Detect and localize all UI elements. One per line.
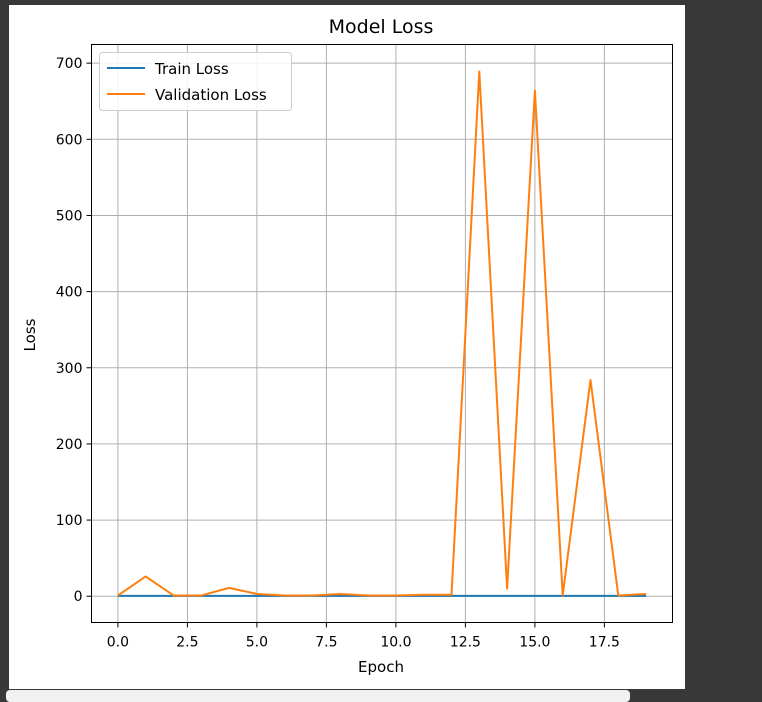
- chart-figure: Model Loss 0.0 2.5 5.0 7.5 10.0 12.5 15.0 17.5 0…: [9, 5, 685, 689]
- x-tick-label: 7.5: [315, 635, 337, 651]
- chart-title: Model Loss: [329, 16, 434, 38]
- y-tick-label: 600: [56, 132, 83, 148]
- line-chart: Model Loss 0.0 2.5 5.0 7.5 10.0 12.5 15.0 17.50…: [21, 16, 673, 676]
- x-tick-label: 12.5: [450, 635, 481, 651]
- y-tick-label: 0: [74, 589, 83, 605]
- y-axis-label: Loss: [21, 318, 39, 351]
- y-tick-label: 300: [56, 361, 83, 377]
- series-lines: [117, 70, 647, 597]
- y-tick-label: 100: [56, 513, 83, 529]
- y-tick-label: 400: [56, 285, 83, 301]
- x-tick-label: 2.5: [176, 635, 198, 651]
- legend-box: [99, 52, 292, 111]
- legend-label-train-loss: Train Loss: [154, 60, 229, 78]
- legend-label-validation-loss: Validation Loss: [155, 86, 267, 104]
- x-tick-label: 10.0: [380, 635, 411, 651]
- x-axis-label: Epoch: [358, 658, 404, 676]
- y-tick-label: 200: [56, 437, 83, 453]
- x-tick-label: 17.5: [589, 635, 620, 651]
- grid-lines: [91, 44, 673, 623]
- horizontal-scrollbar[interactable]: [6, 690, 630, 702]
- axis-ticks: 0.0 2.5 5.0 7.5 10.0 12.5 15.0 17.5 0 100 200 300 40…: [56, 56, 620, 650]
- x-tick-label: 5.0: [246, 635, 268, 651]
- plot-area-frame: [91, 44, 673, 623]
- x-tick-label: 0.0: [107, 635, 129, 651]
- y-tick-label: 500: [56, 208, 83, 224]
- x-tick-label: 15.0: [519, 635, 550, 651]
- y-tick-label: 700: [56, 56, 83, 72]
- legend: Train Loss Validation Loss: [99, 52, 292, 111]
- series-line-validation-loss: [117, 70, 647, 597]
